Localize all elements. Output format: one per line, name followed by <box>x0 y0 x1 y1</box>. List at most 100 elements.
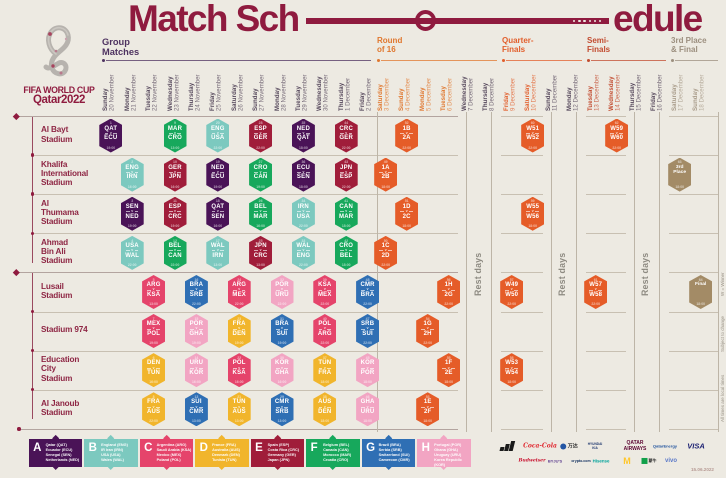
kickoff-time: 19:00 <box>234 341 244 346</box>
kickoff-time: 18:00 <box>696 302 706 307</box>
versus-divider-icon: v <box>505 365 518 370</box>
date-label: Sunday 11 December <box>545 57 559 111</box>
date-number: 22 November <box>151 74 159 111</box>
kickoff-time: 18:00 <box>341 223 351 228</box>
sponsor-logo-visa: VISA <box>687 441 705 451</box>
date-label: Thursday 8 December <box>482 57 496 111</box>
away-team-code: CAN <box>168 252 182 259</box>
away-team-code: 2A <box>402 135 411 142</box>
legend-bump-icon <box>51 462 60 471</box>
legend-bump-icon <box>162 462 171 471</box>
versus-divider-icon: v <box>318 287 332 292</box>
date-label: Thursday 1 December <box>338 57 352 111</box>
away-team-code: IRN <box>126 174 138 181</box>
away-team-code: MEX <box>317 291 332 298</box>
kickoff-time: 13:00 <box>149 302 158 307</box>
match-number: 43 <box>344 160 349 165</box>
date-number: 30 November <box>323 74 330 111</box>
row-line-segment <box>501 233 543 235</box>
away-team-code: KOR <box>189 369 204 376</box>
match-badge: 61 W57 v W58 22:00 <box>584 274 608 309</box>
match-badge: 39 KSA v MEX 22:00 <box>313 274 337 309</box>
match-badge: 33 WAL v ENG 22:00 <box>291 235 315 270</box>
date-number: 25 November <box>216 74 223 111</box>
away-team-code: SRB <box>189 291 204 298</box>
match-badge: 40 POL v ARG 22:00 <box>313 314 337 349</box>
kickoff-time: 22:00 <box>256 145 265 150</box>
row-line <box>33 194 458 196</box>
date-number: 10 December <box>530 74 538 111</box>
kickoff-time: 19:00 <box>127 223 137 228</box>
row-line-segment <box>669 272 718 274</box>
away-team-code: DEN <box>318 409 332 416</box>
away-team-code: ARG <box>317 330 332 337</box>
match-badge: 52 1B v 2A 22:00 <box>395 118 419 153</box>
match-badge: 28 ESP v GER 22:00 <box>249 118 273 153</box>
versus-divider-icon: v <box>610 130 623 135</box>
away-team-code: 2G <box>444 291 453 298</box>
legend-group-teams: France (FRA) Australia (AUS) Denmark (DE… <box>212 442 240 463</box>
versus-divider-icon: v <box>254 248 267 253</box>
away-team-code: W58 <box>589 291 603 298</box>
home-team-code: ARG <box>232 281 247 288</box>
away-team-code: W50 <box>505 291 519 298</box>
match-badge: 32 POR v URU 22:00 <box>270 274 294 309</box>
sponsor-logo-budweiser: Budweiser <box>518 458 546 463</box>
versus-divider-icon: v <box>297 248 310 253</box>
date-label: Thursday 15 December <box>629 57 643 111</box>
versus-divider-icon: v <box>339 248 353 253</box>
match-number: 34 <box>301 199 306 204</box>
home-team-code: JPN <box>254 242 267 249</box>
versus-divider-icon: v <box>232 365 246 370</box>
date-number: 12 December <box>572 74 580 111</box>
date-number: 18 December <box>698 74 706 111</box>
row-line <box>16 116 458 117</box>
match-stage-label: Final <box>694 281 707 287</box>
kickoff-time: 13:00 <box>170 145 180 150</box>
match-badge: 48 CMR v BRA 22:00 <box>356 274 380 309</box>
home-team-code: CMR <box>274 399 290 406</box>
match-number: 47 <box>365 316 370 321</box>
versus-divider-icon: v <box>232 326 246 331</box>
away-team-code: 2C <box>402 213 411 220</box>
margin-note: W = Winner <box>719 272 725 296</box>
kickoff-time: 18:00 <box>507 380 517 385</box>
stadium-label: Al Bayt Stadium <box>41 125 73 144</box>
stadium-label: Stadium 974 <box>41 325 88 335</box>
home-team-code: POR <box>189 321 204 328</box>
match-badge: 13 SUI v CMR 13:00 <box>184 392 208 427</box>
match-number: 4 <box>131 238 134 243</box>
away-team-code: 2H <box>423 330 432 337</box>
row-line <box>16 272 458 274</box>
kickoff-time: 18:00 <box>381 184 391 189</box>
versus-divider-icon: v <box>211 209 225 214</box>
versus-divider-icon: v <box>297 170 310 175</box>
versus-divider-icon: v <box>442 287 455 292</box>
match-badge: 23 FRA v DEN 19:00 <box>227 314 251 349</box>
kickoff-time: 18:00 <box>402 223 412 228</box>
date-label: Wednesday 23 November <box>167 57 181 111</box>
home-team-code: AUS <box>318 399 332 406</box>
kickoff-time: 22:00 <box>320 302 330 307</box>
match-number: 40 <box>322 316 327 321</box>
versus-divider-icon: v <box>190 287 203 292</box>
legend-group-letter: D <box>199 442 208 454</box>
versus-divider-icon: v <box>232 404 246 409</box>
away-team-code: FRA <box>318 369 332 376</box>
versus-divider-icon: v <box>168 130 182 135</box>
home-team-code: ENG <box>210 125 225 132</box>
versus-divider-icon: v <box>526 130 539 135</box>
match-number: 35 <box>301 121 306 126</box>
metro-line-dot-icon <box>573 19 576 23</box>
kickoff-time: 22:00 <box>320 341 330 346</box>
date-label: Friday 2 December <box>359 57 373 111</box>
away-team-code: BEL <box>339 252 353 259</box>
legend-group-E: E Spain (ESP) Costa Rica (CRC) Germany (G… <box>250 435 305 471</box>
date-label: Monday 21 November <box>124 57 138 111</box>
kickoff-time: 19:00 <box>149 341 158 346</box>
row-line-segment <box>585 311 626 313</box>
match-badge: 10 GER v JPN 16:00 <box>163 157 187 192</box>
stadium-label: Al Janoub Stadium <box>41 398 80 418</box>
match-badge: 31 BRA v SUI 19:00 <box>270 314 294 349</box>
match-badge: 6 DEN v TUN 16:00 <box>142 353 166 388</box>
